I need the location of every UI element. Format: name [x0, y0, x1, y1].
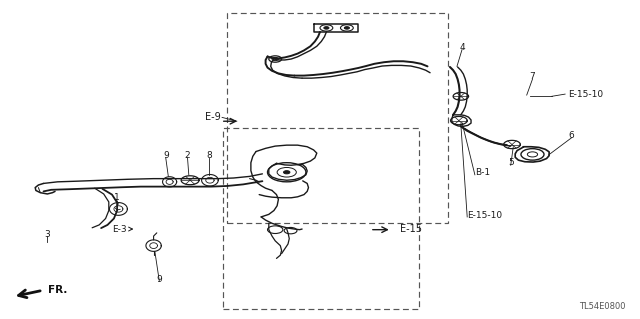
Text: FR.: FR.	[48, 285, 67, 295]
Text: E-15-10: E-15-10	[467, 211, 502, 220]
Text: 7: 7	[530, 72, 535, 81]
Text: E-15: E-15	[400, 224, 422, 234]
Bar	[227, 13, 448, 223]
Text: E-9: E-9	[205, 112, 221, 122]
Circle shape	[344, 27, 349, 29]
Text: 2: 2	[185, 151, 190, 160]
Text: 5: 5	[508, 158, 513, 167]
Text: 4: 4	[460, 43, 465, 52]
Text: B-1: B-1	[475, 168, 490, 177]
Text: 3: 3	[44, 230, 49, 239]
Bar	[223, 128, 419, 309]
Text: E-15-10: E-15-10	[568, 90, 604, 99]
Text: 6: 6	[569, 131, 574, 140]
Text: 9: 9	[157, 275, 162, 284]
Text: 1: 1	[114, 193, 119, 202]
Circle shape	[284, 171, 290, 174]
Text: 9: 9	[163, 151, 168, 160]
Text: TL54E0800: TL54E0800	[579, 302, 626, 311]
Text: 8: 8	[207, 151, 212, 160]
Text: E-3: E-3	[112, 225, 127, 234]
Circle shape	[324, 27, 329, 29]
